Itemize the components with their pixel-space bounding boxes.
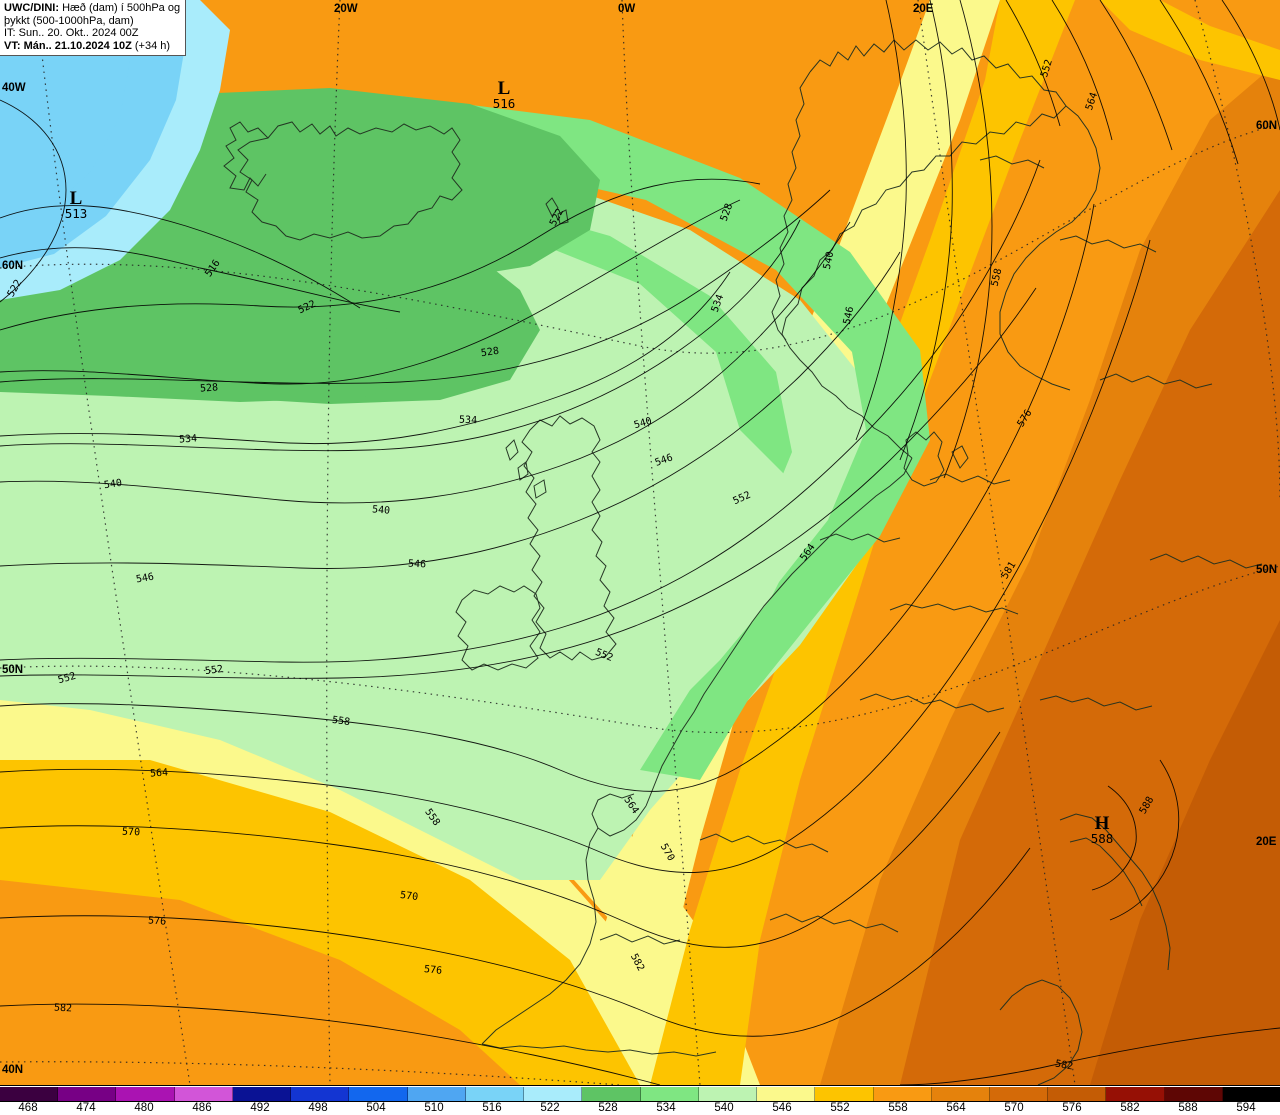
- colorbar-swatch-10[interactable]: [582, 1087, 641, 1101]
- colorbar-tick-486: 486: [192, 1102, 212, 1114]
- colorbar-swatch-9[interactable]: [524, 1087, 583, 1101]
- colorbar-tick-552: 552: [830, 1102, 850, 1114]
- contour-label-564-26: 564: [149, 767, 169, 780]
- contour-label-546-15: 546: [407, 558, 427, 571]
- grid-label-60n-4: 60N: [1256, 120, 1278, 132]
- colorbar-swatch-15[interactable]: [873, 1087, 932, 1101]
- info-init-time: IT: Sun.. 20. Okt.. 2024 00Z: [4, 27, 139, 39]
- contour-label-576-33: 576: [147, 915, 167, 928]
- colorbar-swatch-5[interactable]: [291, 1087, 350, 1101]
- colorbar-swatch-11[interactable]: [640, 1087, 699, 1101]
- contour-label-582-37: 582: [53, 1002, 73, 1015]
- colorbar-tick-546: 546: [772, 1102, 792, 1114]
- info-valid-label: VT:: [4, 39, 21, 52]
- grid-label-50n-6: 50N: [1256, 564, 1278, 576]
- info-valid-time: Mán.. 21.10.2024 10Z: [23, 39, 132, 52]
- colorbar-swatch-20[interactable]: [1164, 1087, 1223, 1101]
- pressure-center-l-513: L 513: [56, 188, 96, 221]
- colorbar-swatch-3[interactable]: [174, 1087, 233, 1101]
- colorbar-swatches[interactable]: [0, 1087, 1280, 1101]
- colorbar-tick-540: 540: [714, 1102, 734, 1114]
- colorbar-legend[interactable]: 468 474 480 486 492 498 504 510 516 522 528 534 540 5…: [0, 1085, 1280, 1115]
- contour-label-534-8: 534: [458, 414, 478, 427]
- colorbar-tick-504: 504: [366, 1102, 386, 1114]
- info-line-1: UWC/DINI: Hæð (dam) í 500hPa og: [4, 2, 180, 15]
- pressure-center-value: 513: [64, 206, 88, 221]
- colorbar-swatch-17[interactable]: [989, 1087, 1049, 1101]
- grid-label-20w-1: 20W: [334, 3, 358, 15]
- info-line-4: VT: Mán.. 21.10.2024 10Z (+34 h): [4, 40, 180, 53]
- grid-label-40w-0: 40W: [2, 82, 26, 94]
- contour-label-570-30: 570: [121, 826, 141, 839]
- colorbar-tick-564: 564: [946, 1102, 966, 1114]
- contour-label-558-23: 558: [331, 714, 351, 729]
- pressure-center-symbol: L: [69, 188, 83, 209]
- map-graphic: [0, 0, 1280, 1085]
- colorbar-swatch-0[interactable]: [0, 1087, 59, 1101]
- colorbar-swatch-2[interactable]: [116, 1087, 175, 1101]
- colorbar-tick-510: 510: [424, 1102, 444, 1114]
- colorbar-swatch-14[interactable]: [815, 1087, 874, 1101]
- colorbar-tick-474: 474: [76, 1102, 96, 1114]
- colorbar-rule: [0, 1101, 1280, 1102]
- colorbar-tick-492: 492: [250, 1102, 270, 1114]
- info-field-desc: Hæð (dam) í 500hPa og: [62, 2, 181, 14]
- grid-label-50n-7: 50N: [2, 664, 24, 676]
- colorbar-tick-522: 522: [540, 1102, 560, 1114]
- colorbar-tick-498: 498: [308, 1102, 328, 1114]
- pressure-center-value: 588: [1090, 831, 1114, 846]
- colorbar-swatch-16[interactable]: [931, 1087, 990, 1101]
- colorbar-swatch-6[interactable]: [349, 1087, 408, 1101]
- colorbar-swatch-7[interactable]: [407, 1087, 466, 1101]
- pressure-center-h-588: H 588: [1082, 813, 1122, 846]
- contour-label-534-7: 534: [178, 433, 198, 446]
- colorbar-swatch-19[interactable]: [1106, 1087, 1165, 1101]
- info-source: UWC/DINI:: [4, 2, 59, 14]
- colorbar-tick-582: 582: [1120, 1102, 1140, 1114]
- colorbar-tick-594: 594: [1236, 1102, 1256, 1114]
- colorbar-swatch-4[interactable]: [232, 1087, 292, 1101]
- contour-label-576-34: 576: [423, 964, 443, 977]
- colorbar-tick-588: 588: [1178, 1102, 1198, 1114]
- colorbar-tick-468: 468: [18, 1102, 38, 1114]
- grid-label-0w-2: 0W: [618, 3, 636, 15]
- colorbar-tick-528: 528: [598, 1102, 618, 1114]
- colorbar-swatch-1[interactable]: [58, 1087, 117, 1101]
- product-info-box: UWC/DINI: Hæð (dam) í 500hPa og þykkt (5…: [0, 0, 187, 56]
- grid-label-20e-8: 20E: [1256, 836, 1277, 848]
- contour-label-528-6: 528: [199, 382, 219, 395]
- colorbar-tick-516: 516: [482, 1102, 502, 1114]
- colorbar-tick-576: 576: [1062, 1102, 1082, 1114]
- map-canvas[interactable]: 522 516 522 522 528 528 528 534 534 534 540 540 540 5…: [0, 0, 1280, 1085]
- grid-label-40n-9: 40N: [2, 1064, 24, 1076]
- pressure-center-l-516: L 516: [484, 78, 524, 111]
- colorbar-tick-558: 558: [888, 1102, 908, 1114]
- pressure-center-symbol: L: [497, 78, 511, 99]
- contour-label-570-31: 570: [399, 889, 419, 904]
- colorbar-swatch-21[interactable]: [1222, 1087, 1280, 1101]
- grid-label-20e-3: 20E: [913, 3, 934, 15]
- colorbar-tick-570: 570: [1004, 1102, 1024, 1114]
- colorbar-swatch-13[interactable]: [757, 1087, 816, 1101]
- grid-label-60n-5: 60N: [2, 260, 24, 272]
- colorbar-tick-480: 480: [134, 1102, 154, 1114]
- pressure-center-value: 516: [492, 96, 516, 111]
- colorbar-tick-534: 534: [656, 1102, 676, 1114]
- colorbar-swatch-18[interactable]: [1048, 1087, 1107, 1101]
- contour-label-552-19: 552: [204, 663, 224, 678]
- colorbar-ticks: 468 474 480 486 492 498 504 510 516 522 528 534 540 5…: [0, 1102, 1280, 1115]
- colorbar-swatch-8[interactable]: [465, 1087, 525, 1101]
- info-line-2: þykkt (500-1000hPa, dam): [4, 14, 134, 27]
- colorbar-swatch-12[interactable]: [698, 1087, 758, 1101]
- info-lead-time: (+34 h): [134, 39, 171, 52]
- contour-label-540-11: 540: [371, 504, 391, 517]
- pressure-center-symbol: H: [1094, 813, 1110, 834]
